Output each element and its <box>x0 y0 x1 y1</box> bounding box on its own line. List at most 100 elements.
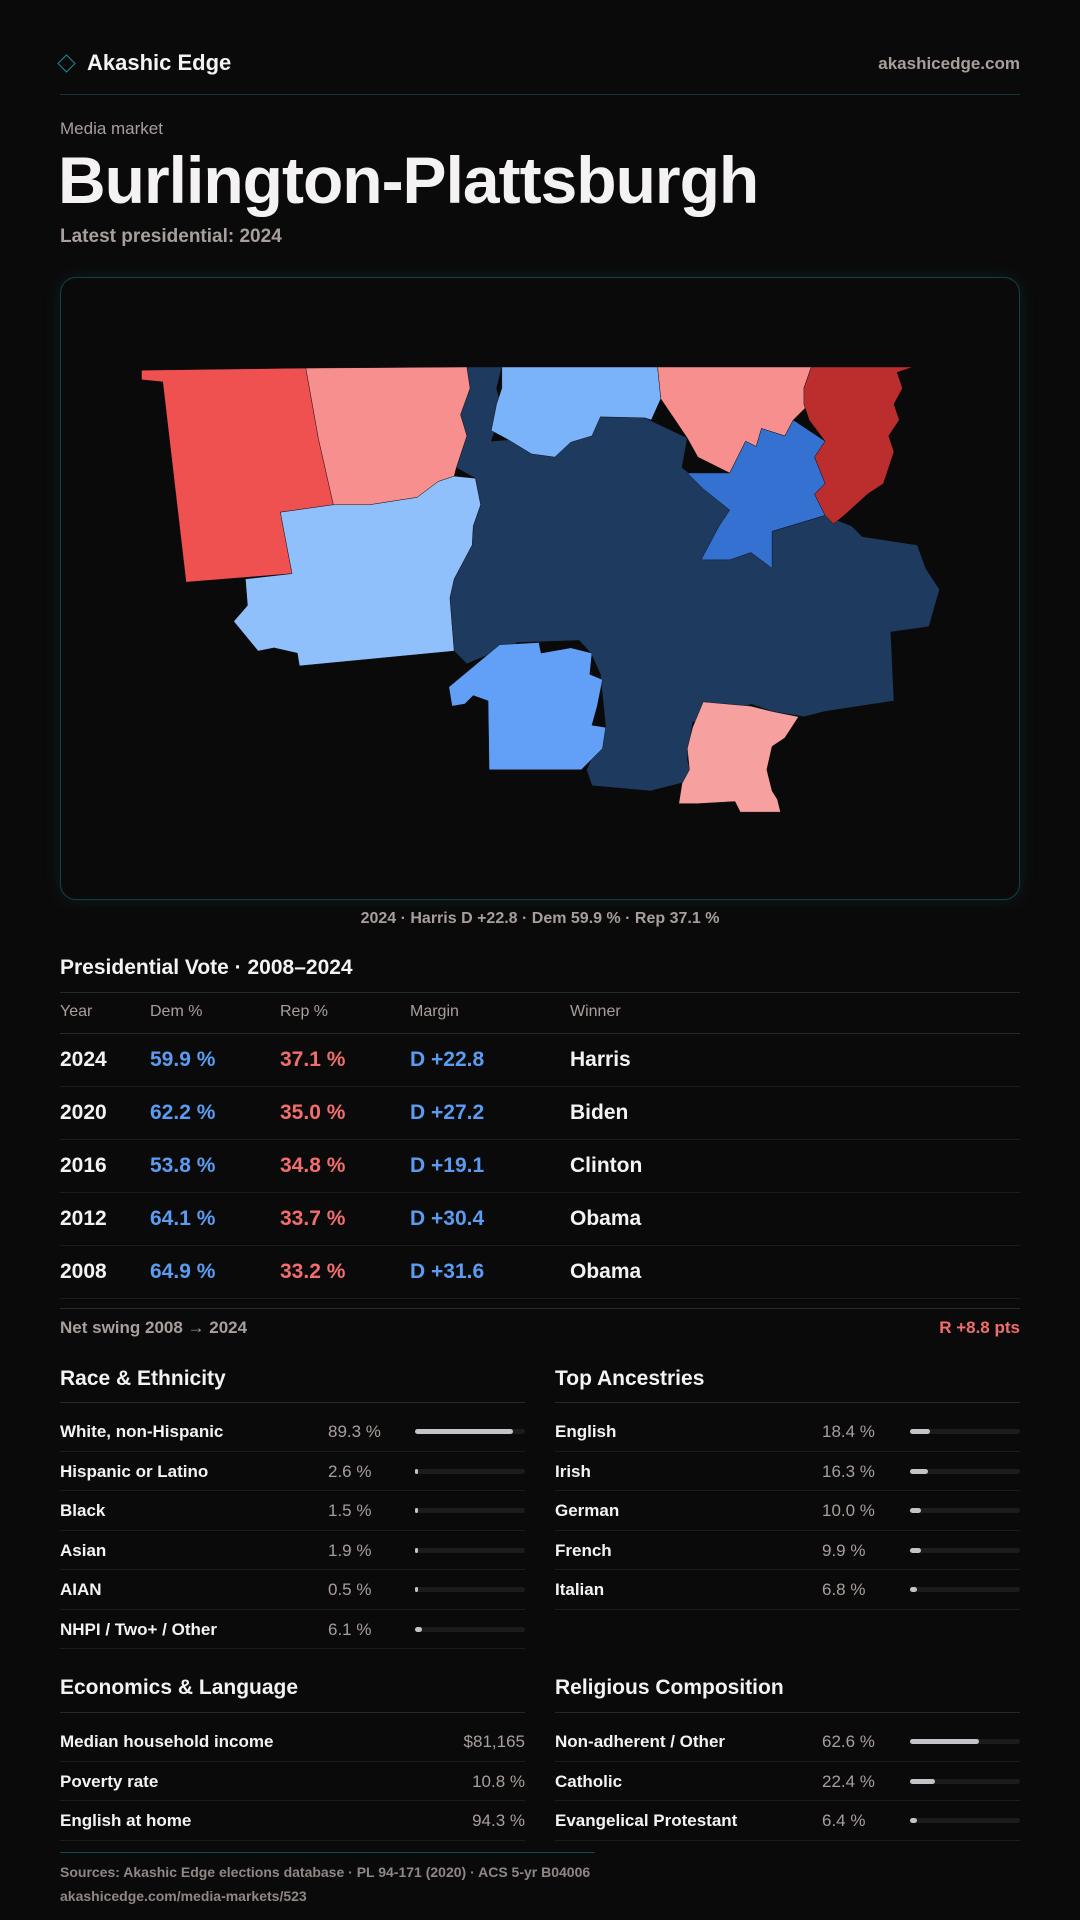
stat-label: Evangelical Protestant <box>555 1811 738 1830</box>
bar-fill <box>415 1626 422 1632</box>
ancestry-row: English 18.4 % <box>555 1412 1020 1452</box>
rep-pct: 35.0 % <box>280 1101 346 1124</box>
econ-row: Median household income $81,165 <box>60 1722 525 1762</box>
brand[interactable]: Akashic Edge <box>57 50 231 76</box>
bar-fill <box>910 1547 921 1553</box>
stat-label: AIAN <box>60 1580 102 1599</box>
race-row: Hispanic or Latino 2.6 % <box>60 1452 525 1491</box>
ancestry-row: Irish 16.3 % <box>555 1452 1020 1491</box>
county-mid_d[interactable] <box>448 642 606 770</box>
bar-fill <box>910 1778 935 1784</box>
bar-fill <box>415 1468 418 1474</box>
dem-pct: 64.9 % <box>150 1260 216 1283</box>
margin: D +31.6 <box>410 1260 485 1283</box>
dem-pct: 64.1 % <box>150 1207 216 1230</box>
bar-track <box>415 1429 525 1434</box>
bar-fill <box>910 1587 918 1592</box>
county-likely_r[interactable] <box>803 366 914 525</box>
divider <box>555 1712 1020 1713</box>
county-soft_r[interactable] <box>678 701 799 813</box>
stat-value: 1.9 % <box>328 1540 372 1560</box>
religion-row: Evangelical Protestant 6.4 % <box>555 1801 1020 1841</box>
bar-fill <box>910 1739 979 1744</box>
col-dem: Dem % <box>150 1003 203 1020</box>
stat-value: 2.6 % <box>328 1461 372 1481</box>
site-link[interactable]: akashicedge.com <box>878 54 1020 73</box>
year: 2012 <box>60 1207 107 1230</box>
stat-label: Poverty rate <box>60 1771 159 1791</box>
swing-value: R +8.8 pts <box>939 1318 1020 1337</box>
rep-pct: 34.8 % <box>280 1154 346 1177</box>
bar-track <box>910 1778 1020 1784</box>
county-map <box>60 277 1020 900</box>
county-light_d[interactable] <box>233 475 481 667</box>
ancestry-row: French 9.9 % <box>555 1531 1020 1570</box>
stat-label: Hispanic or Latino <box>60 1461 209 1481</box>
divider <box>60 1712 525 1713</box>
bar-track <box>415 1508 525 1513</box>
bar-fill <box>910 1468 928 1474</box>
bar-fill <box>910 1818 918 1823</box>
stat-value: 62.6 % <box>822 1732 875 1751</box>
footer-url[interactable]: akashicedge.com/media-markets/523 <box>60 1888 307 1904</box>
race-row: AIAN 0.5 % <box>60 1570 525 1610</box>
stat-label: Italian <box>555 1580 605 1599</box>
stat-value: 1.5 % <box>328 1501 372 1520</box>
winner: Obama <box>570 1260 642 1283</box>
stat-value: 0.5 % <box>328 1580 372 1599</box>
divider <box>60 992 1020 993</box>
county-med_d[interactable] <box>686 419 826 569</box>
latest-presidential: Latest presidential: 2024 <box>60 226 282 247</box>
margin: D +30.4 <box>410 1207 485 1230</box>
divider <box>60 1033 1020 1034</box>
divider <box>60 1308 1020 1309</box>
bar-track <box>910 1739 1020 1744</box>
winner: Biden <box>570 1101 629 1124</box>
winner: Harris <box>570 1048 631 1071</box>
bar-track <box>910 1508 1020 1513</box>
winner: Clinton <box>570 1154 643 1177</box>
ancestry-row: German 10.0 % <box>555 1491 1020 1531</box>
stat-value: 9.9 % <box>822 1540 866 1560</box>
dem-pct: 53.8 % <box>150 1154 216 1177</box>
bar-track <box>415 1468 525 1474</box>
winner: Obama <box>570 1207 642 1230</box>
race-heading: Race & Ethnicity <box>60 1367 226 1390</box>
vote-row: 2020 62.2 % 35.0 % D +27.2 Biden <box>60 1087 1020 1140</box>
bar-fill <box>415 1587 418 1592</box>
stat-value: 10.8 % <box>472 1771 525 1791</box>
year: 2020 <box>60 1101 107 1124</box>
footer-divider <box>60 1852 595 1853</box>
stat-value: 6.1 % <box>328 1619 372 1639</box>
kicker: Media market <box>60 119 163 138</box>
stat-label: Irish <box>555 1461 591 1481</box>
bar-track <box>910 1547 1020 1553</box>
map-caption: 2024 · Harris D +22.8 · Dem 59.9 % · Rep… <box>360 910 720 927</box>
year: 2008 <box>60 1260 107 1283</box>
religion-row: Catholic 22.4 % <box>555 1762 1020 1801</box>
col-winner: Winner <box>570 1003 621 1020</box>
bar-fill <box>415 1429 514 1434</box>
margin: D +19.1 <box>410 1154 485 1177</box>
bar-track <box>415 1626 525 1632</box>
bar-track <box>910 1587 1020 1592</box>
stat-label: French <box>555 1540 612 1560</box>
page-title: Burlington-Plattsburgh <box>58 143 759 217</box>
margin: D +27.2 <box>410 1101 485 1124</box>
bar-fill <box>415 1547 418 1553</box>
county-lean_d[interactable] <box>491 366 662 458</box>
stat-value: 10.0 % <box>822 1501 875 1520</box>
header-divider <box>60 94 1020 95</box>
bar-track <box>910 1818 1020 1823</box>
stat-label: English at home <box>60 1811 192 1830</box>
econ-row: Poverty rate 10.8 % <box>60 1762 525 1801</box>
religion-row: Non-adherent / Other 62.6 % <box>555 1722 1020 1762</box>
stat-value: 94.3 % <box>472 1811 525 1830</box>
race-row: Asian 1.9 % <box>60 1531 525 1570</box>
vote-row: 2008 64.9 % 33.2 % D +31.6 Obama <box>60 1246 1020 1299</box>
dem-pct: 62.2 % <box>150 1101 216 1124</box>
rep-pct: 33.2 % <box>280 1260 346 1283</box>
vote-row: 2024 59.9 % 37.1 % D +22.8 Harris <box>60 1034 1020 1087</box>
stat-label: Non-adherent / Other <box>555 1732 726 1751</box>
bar-track <box>910 1468 1020 1474</box>
